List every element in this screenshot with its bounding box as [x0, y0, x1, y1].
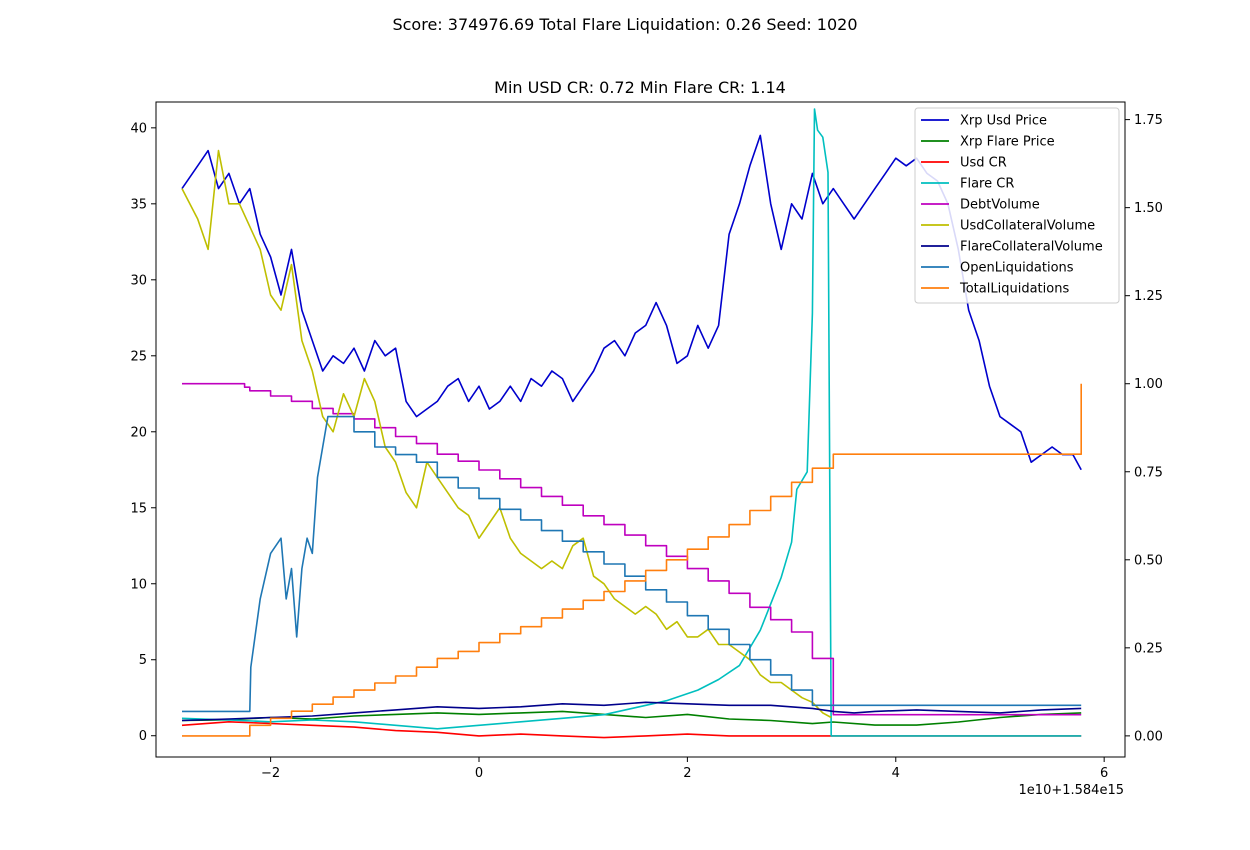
y-right-tick-label: 0.50 — [1134, 553, 1163, 568]
x-tick-label: 2 — [683, 766, 691, 781]
series-line-xrp-flare-price — [181, 710, 1082, 726]
legend-label: DebtVolume — [960, 198, 1040, 213]
y-left-tick-label: 5 — [139, 653, 147, 668]
legend-label: Flare CR — [960, 177, 1014, 192]
y-left-tick-label: 25 — [130, 349, 147, 364]
x-tick-label: 4 — [892, 766, 900, 781]
series-line-totalliquidations — [182, 383, 1082, 737]
legend-label: UsdCollateralVolume — [960, 219, 1095, 234]
y-left-tick-label: 10 — [130, 577, 147, 592]
y-right-tick-label: 1.25 — [1134, 289, 1163, 304]
series-line-flare-cr — [181, 108, 1082, 737]
chart-title: Min USD CR: 0.72 Min Flare CR: 1.14 — [494, 78, 786, 97]
y-left-tick-label: 30 — [130, 273, 147, 288]
plot-area — [181, 108, 1082, 739]
legend-box — [914, 107, 1120, 304]
legend-label: TotalLiquidations — [959, 282, 1069, 297]
series-line-openliquidations — [182, 415, 1082, 713]
x-tick-label: −2 — [261, 766, 280, 781]
y-right-tick-label: 0.75 — [1134, 465, 1163, 480]
legend-label: Xrp Usd Price — [960, 114, 1047, 129]
axes: −2 0 2 4 6 0 5 10 15 20 25 30 35 40 0.00 0.25 0.50 0.75 1.… — [130, 113, 1163, 781]
y-left-tick-label: 15 — [130, 501, 147, 516]
legend: Xrp Usd Price Xrp Flare Price Usd CR Flare … — [914, 107, 1120, 304]
series-line-usdcollateralvolume — [181, 149, 832, 719]
plot-frame — [155, 101, 1126, 758]
y-left-tick-label: 35 — [130, 197, 147, 212]
x-tick-label: 6 — [1100, 766, 1108, 781]
y-left-tick-label: 20 — [130, 425, 147, 440]
y-right-tick-label: 1.50 — [1134, 201, 1163, 216]
series-line-debtvolume — [182, 382, 1082, 716]
y-right-tick-label: 0.00 — [1134, 729, 1163, 744]
chart-suptitle: Score: 374976.69 Total Flare Liquidation… — [392, 15, 857, 34]
y-left-tick-label: 40 — [130, 121, 147, 136]
x-offset-label: 1e10+1.584e15 — [1019, 783, 1124, 798]
legend-label: FlareCollateralVolume — [960, 240, 1103, 255]
y-right-tick-label: 1.75 — [1134, 113, 1163, 128]
legend-label: Xrp Flare Price — [960, 135, 1055, 150]
x-tick-label: 0 — [475, 766, 483, 781]
legend-label: Usd CR — [960, 156, 1007, 171]
y-right-tick-label: 0.25 — [1134, 641, 1163, 656]
series-line-flarecollateralvolume — [181, 701, 1082, 722]
y-left-tick-label: 0 — [139, 729, 147, 744]
legend-label: OpenLiquidations — [960, 261, 1074, 276]
y-right-tick-label: 1.00 — [1134, 377, 1163, 392]
